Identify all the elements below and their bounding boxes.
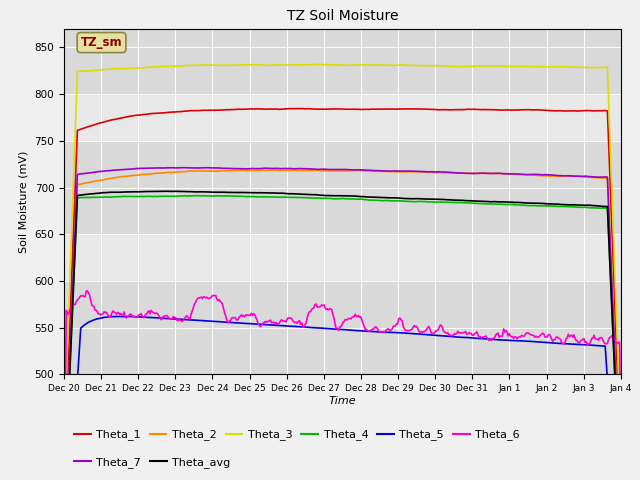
- Theta_7: [518, 171, 525, 177]
- Bar: [64, 141, 621, 234]
- Theta_5: [518, 338, 525, 344]
- Theta_5: [362, 328, 370, 334]
- Theta_6: [393, 321, 401, 327]
- Text: TZ_sm: TZ_sm: [81, 36, 122, 49]
- Theta_3: [518, 63, 525, 69]
- Theta_6: [83, 288, 90, 294]
- Theta_1: [60, 470, 68, 476]
- Theta_avg: [326, 193, 333, 199]
- Theta_2: [518, 172, 525, 178]
- X-axis label: Time: Time: [328, 396, 356, 406]
- Theta_1: [362, 107, 370, 112]
- Theta_5: [115, 313, 122, 319]
- Theta_4: [326, 196, 333, 202]
- Theta_6: [518, 333, 525, 338]
- Theta_5: [605, 393, 612, 399]
- Theta_5: [326, 326, 333, 332]
- Line: Theta_3: Theta_3: [64, 64, 621, 441]
- Theta_avg: [518, 200, 525, 205]
- Theta_3: [314, 61, 321, 67]
- Line: Theta_2: Theta_2: [64, 170, 621, 480]
- Theta_6: [362, 326, 370, 332]
- Line: Theta_7: Theta_7: [64, 168, 621, 480]
- Theta_7: [180, 165, 188, 170]
- Theta_avg: [163, 188, 170, 194]
- Theta_7: [393, 168, 401, 174]
- Theta_4: [192, 193, 200, 199]
- Title: TZ Soil Moisture: TZ Soil Moisture: [287, 10, 398, 24]
- Theta_2: [393, 169, 401, 175]
- Theta_3: [617, 436, 625, 442]
- Theta_4: [393, 198, 401, 204]
- Line: Theta_avg: Theta_avg: [64, 191, 621, 480]
- Line: Theta_6: Theta_6: [64, 291, 621, 480]
- Theta_4: [518, 203, 525, 208]
- Line: Theta_5: Theta_5: [64, 316, 621, 480]
- Theta_1: [617, 459, 625, 465]
- Theta_2: [271, 167, 279, 173]
- Theta_3: [60, 438, 68, 444]
- Theta_3: [362, 62, 370, 68]
- Theta_7: [605, 201, 612, 206]
- Theta_2: [362, 168, 370, 174]
- Theta_7: [362, 167, 370, 173]
- Theta_avg: [393, 195, 401, 201]
- Y-axis label: Soil Moisture (mV): Soil Moisture (mV): [19, 150, 29, 253]
- Theta_avg: [362, 194, 370, 200]
- Legend: Theta_7, Theta_avg: Theta_7, Theta_avg: [70, 453, 235, 472]
- Theta_1: [292, 106, 300, 111]
- Theta_5: [393, 330, 401, 336]
- Theta_7: [326, 167, 333, 172]
- Theta_6: [326, 306, 333, 312]
- Theta_7: [329, 167, 337, 172]
- Theta_1: [605, 137, 612, 143]
- Theta_4: [362, 197, 370, 203]
- Bar: [64, 281, 621, 374]
- Theta_2: [326, 168, 333, 174]
- Bar: [64, 29, 621, 94]
- Theta_avg: [605, 229, 612, 235]
- Theta_1: [518, 107, 525, 113]
- Theta_6: [605, 336, 612, 342]
- Theta_1: [329, 106, 337, 112]
- Theta_5: [329, 326, 337, 332]
- Theta_3: [393, 62, 401, 68]
- Theta_2: [329, 168, 337, 174]
- Theta_1: [393, 106, 401, 112]
- Theta_6: [617, 465, 625, 471]
- Theta_avg: [329, 193, 337, 199]
- Theta_1: [326, 106, 333, 112]
- Theta_3: [329, 62, 337, 68]
- Theta_6: [329, 312, 337, 318]
- Theta_3: [605, 96, 612, 101]
- Line: Theta_1: Theta_1: [64, 108, 621, 473]
- Line: Theta_4: Theta_4: [64, 196, 621, 480]
- Theta_4: [605, 231, 612, 237]
- Theta_3: [326, 62, 333, 68]
- Theta_2: [605, 202, 612, 207]
- Theta_4: [329, 196, 337, 202]
